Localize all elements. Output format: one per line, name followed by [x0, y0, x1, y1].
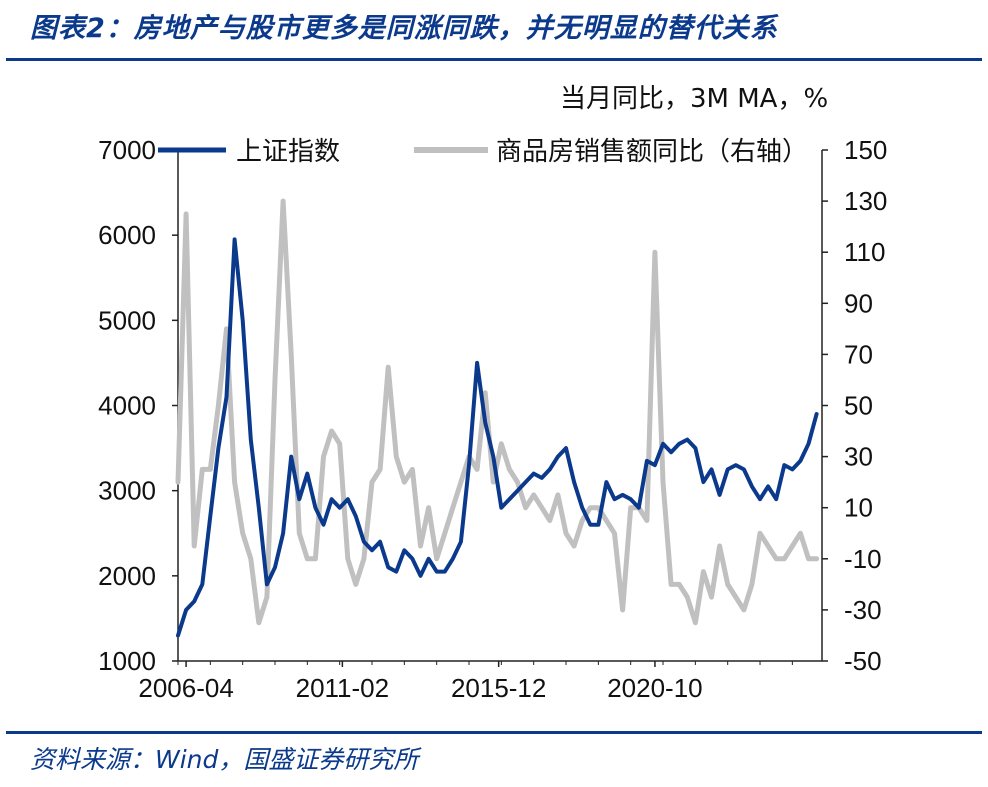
y-left-tick-label: 3000: [98, 476, 156, 506]
series-layer: [175, 198, 820, 638]
footer-divider: [6, 731, 982, 734]
chart-title: 图表2：房地产与股市更多是同涨同跌，并无明显的替代关系: [30, 13, 778, 44]
y-right-tick-label: -30: [844, 595, 882, 625]
x-tick-label: 2020-10: [607, 673, 702, 703]
title-divider: [6, 58, 982, 61]
y-left-tick-label: 6000: [98, 220, 156, 250]
legend: 上证指数 商品房销售额同比（右轴）: [158, 137, 808, 167]
x-tick-label: 2015-12: [451, 673, 546, 703]
y-right-tick-label: 90: [844, 288, 873, 318]
y-left-tick-label: 2000: [98, 561, 156, 591]
right-axis-unit-note: 当月同比，3M MA，%: [560, 84, 829, 114]
axes: 1000 2000 3000 4000 5000 6000 7000 -50 -30 -10 10 3…: [98, 135, 887, 703]
y-left-tick-label: 7000: [98, 135, 156, 165]
legend-label-index: 上证指数: [236, 137, 340, 167]
y-right-tick-label: 110: [844, 237, 885, 267]
y-left-tick-label: 4000: [98, 391, 156, 421]
y-left-tick-label: 5000: [98, 305, 156, 335]
series-line-index: [176, 237, 819, 638]
y-right-tick-label: 10: [844, 493, 873, 523]
y-right-tick-label: -10: [844, 544, 882, 574]
x-tick-label: 2006-04: [138, 673, 233, 703]
x-tick-label: 2011-02: [296, 673, 390, 703]
source-note: 资料来源：Wind，国盛证券研究所: [30, 745, 419, 774]
series-line-sales: [175, 198, 820, 626]
y-right-tick-label: -50: [844, 646, 882, 676]
y-right-tick-label: 130: [844, 186, 887, 216]
legend-label-sales: 商品房销售额同比（右轴）: [496, 137, 808, 167]
y-right-tick-label: 70: [844, 339, 873, 369]
y-right-tick-label: 150: [844, 135, 887, 165]
y-right-tick-label: 30: [844, 442, 873, 472]
y-left-tick-label: 1000: [98, 646, 156, 676]
y-right-tick-label: 50: [844, 391, 873, 421]
